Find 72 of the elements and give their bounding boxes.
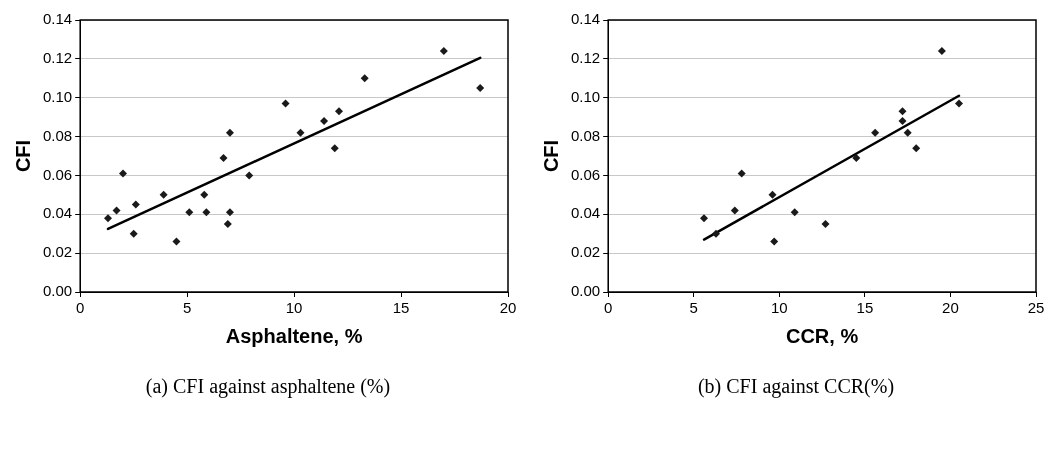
y-tick-label: 0.14: [42, 10, 73, 28]
point: [225, 208, 234, 217]
point: [185, 208, 194, 217]
point: [245, 171, 254, 180]
x-tick-label: 10: [770, 299, 788, 317]
point: [955, 99, 963, 108]
point: [118, 169, 127, 178]
point: [898, 107, 907, 116]
x-tick-label: 0: [604, 299, 613, 317]
x-tick-label: 25: [1027, 299, 1045, 317]
y-tick-label: 0.02: [42, 243, 73, 261]
point: [202, 208, 211, 217]
x-axis-title: CCR, %: [785, 324, 859, 347]
point: [871, 128, 880, 137]
y-tick-label: 0.10: [570, 87, 601, 105]
x-tick-label: 20: [499, 299, 517, 317]
y-tick-label: 0.10: [42, 87, 73, 105]
point: [898, 117, 907, 126]
x-tick-label: 5: [689, 299, 698, 317]
point: [296, 128, 305, 137]
point: [320, 117, 329, 126]
point: [281, 99, 290, 108]
y-tick-label: 0.04: [42, 204, 73, 222]
y-axis-title: CFI: [539, 139, 562, 173]
point: [768, 190, 777, 199]
y-axis-title: CFI: [11, 139, 34, 173]
point: [159, 190, 168, 199]
point: [852, 153, 861, 162]
x-tick-label: 10: [285, 299, 303, 317]
point: [770, 237, 779, 246]
point: [104, 214, 112, 223]
point: [790, 208, 799, 217]
y-tick-label: 0.02: [570, 243, 601, 261]
point: [700, 214, 709, 223]
point: [131, 200, 140, 209]
point: [903, 128, 912, 137]
point: [912, 144, 921, 153]
x-axis-title: Asphaltene, %: [225, 324, 363, 347]
point: [223, 220, 232, 228]
point: [712, 229, 720, 238]
point: [730, 206, 739, 215]
y-tick-label: 0.06: [42, 165, 73, 183]
point: [737, 169, 746, 178]
point: [129, 229, 138, 238]
y-tick-label: 0.08: [570, 126, 601, 144]
y-tick-label: 0.08: [42, 126, 73, 144]
point: [360, 74, 369, 83]
y-tick-label: 0.00: [570, 282, 601, 300]
x-tick-label: 15: [856, 299, 874, 317]
point: [821, 220, 830, 228]
y-tick-label: 0.12: [42, 49, 73, 66]
y-tick-label: 0.00: [42, 282, 73, 300]
y-tick-label: 0.14: [570, 10, 601, 28]
point: [225, 128, 234, 137]
y-tick-label: 0.12: [570, 49, 601, 66]
y-tick-label: 0.06: [570, 165, 601, 183]
point: [476, 84, 485, 92]
point: [330, 144, 339, 153]
text: (b) CFI against CCR(%): [696, 375, 896, 398]
text: (a) CFI against asphaltene (%): [144, 375, 392, 398]
x-tick-label: 5: [182, 299, 192, 317]
point: [172, 237, 181, 246]
point: [200, 190, 209, 199]
x-tick-label: 20: [942, 299, 959, 317]
point: [335, 107, 344, 116]
point: [219, 153, 228, 162]
y-tick-label: 0.04: [570, 204, 601, 222]
x-tick-label: 0: [76, 299, 85, 317]
point: [112, 206, 121, 215]
point: [937, 47, 946, 56]
point: [439, 47, 448, 56]
x-tick-label: 15: [392, 299, 410, 317]
